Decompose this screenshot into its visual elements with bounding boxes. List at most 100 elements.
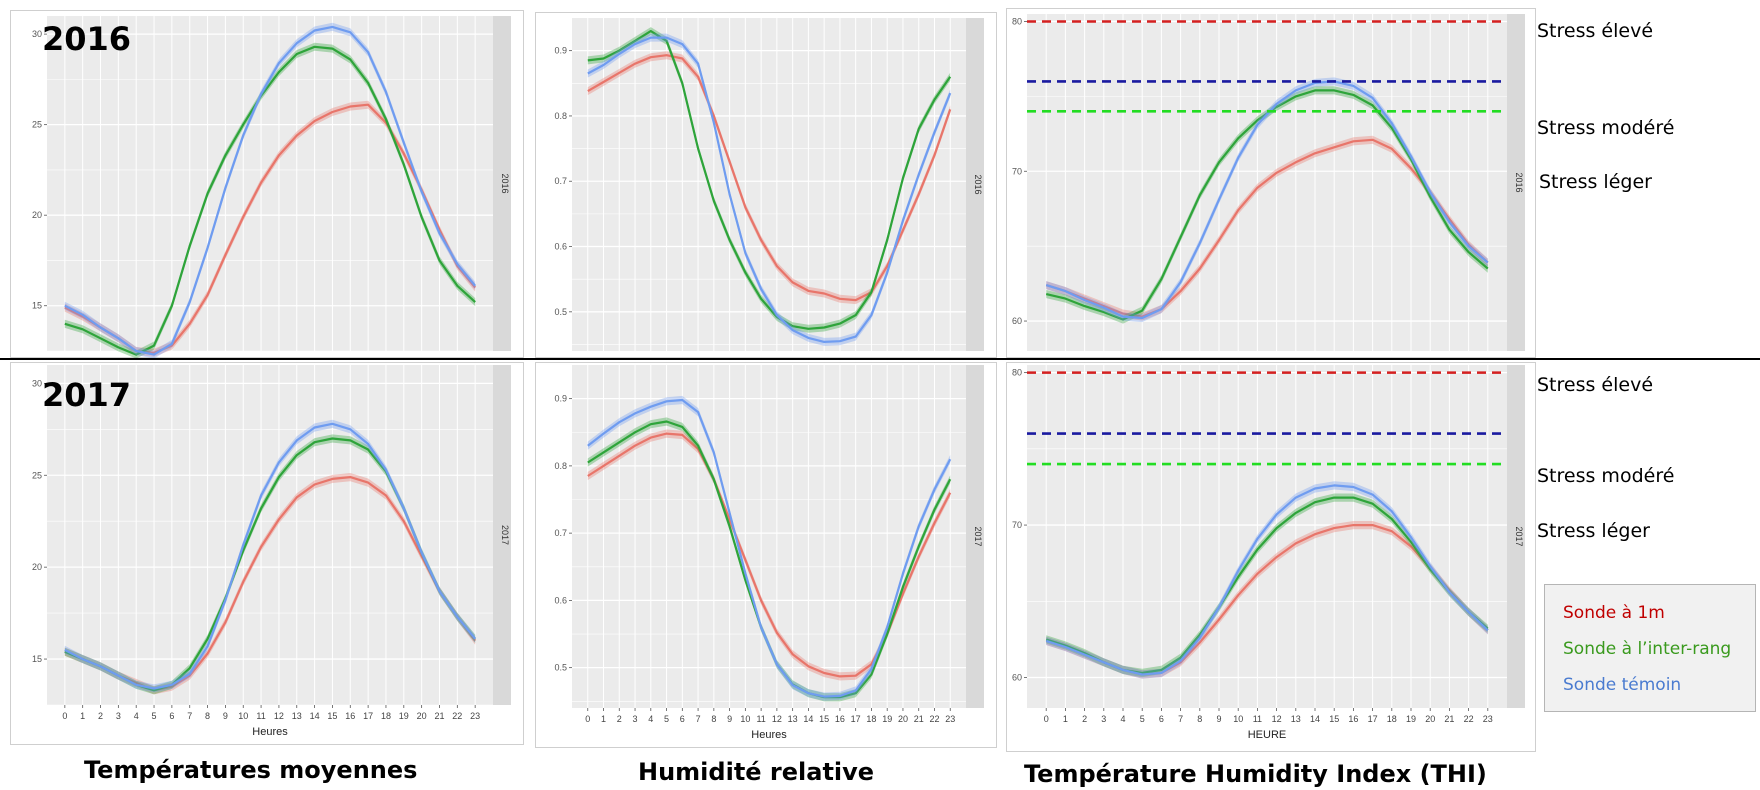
x-tick-label: 14 xyxy=(1310,714,1320,724)
panel-temperature-2017: 2017 15 20 25 30 0 1 2 3 4 5 6 7 8 9 10 11 12 13 14 15 16 17 18… xyxy=(10,362,524,745)
y-tick-label: 80 xyxy=(1012,16,1022,26)
x-tick-label: 2 xyxy=(1082,714,1087,724)
y-tick-label: 20 xyxy=(32,562,42,572)
x-tick-label: 6 xyxy=(1159,714,1164,724)
facet-strip-label: 2017 xyxy=(973,526,983,546)
x-tick-label: 11 xyxy=(256,711,265,721)
y-tick-label: 0.5 xyxy=(554,307,567,317)
x-tick-label: 1 xyxy=(1063,714,1068,724)
facet-strip xyxy=(1507,365,1525,708)
series-sonde-temoin xyxy=(587,36,952,343)
legend-item-inter-rang: Sonde à l’inter-rang xyxy=(1563,639,1732,659)
x-tick-label: 10 xyxy=(1233,714,1243,724)
y-tick-label: 0.6 xyxy=(554,242,567,252)
x-tick-label: 21 xyxy=(434,711,444,721)
x-tick-label: 18 xyxy=(866,714,876,724)
series-sonde-1m xyxy=(1045,138,1489,318)
series-sonde-temoin xyxy=(64,25,477,356)
x-tick-label: 9 xyxy=(727,714,732,724)
panel-thi-2017: 2017 60 70 80 0 1 2 3 4 5 6 7 8 9 10 11 12 13 14 15 16 17 18 19… xyxy=(1006,362,1536,752)
x-tick-label: 6 xyxy=(680,714,685,724)
x-tick-label: 16 xyxy=(345,711,355,721)
x-tick-label: 5 xyxy=(664,714,669,724)
y-tick-label: 15 xyxy=(32,654,42,664)
y-tick-label: 0.8 xyxy=(554,461,567,471)
x-tick-label: 21 xyxy=(1444,714,1454,724)
facet-strip-label: 2017 xyxy=(1514,526,1524,546)
series-sonde-1m-band xyxy=(64,473,476,695)
x-tick-label: 0 xyxy=(1044,714,1049,724)
series-sonde-1m xyxy=(64,475,477,692)
x-tick-label: 7 xyxy=(1178,714,1183,724)
legend-item-temoin: Sonde témoin xyxy=(1563,675,1682,695)
x-tick-label: 23 xyxy=(945,714,955,724)
x-tick-label: 7 xyxy=(187,711,192,721)
x-tick-label: 3 xyxy=(633,714,638,724)
legend: Sonde à 1m Sonde à l’inter-rang Sonde té… xyxy=(1544,584,1756,712)
x-tick-label: 4 xyxy=(134,711,139,721)
y-tick-label: 60 xyxy=(1012,673,1022,683)
stress-label-moderate-2017: Stress modéré xyxy=(1537,465,1675,487)
x-tick-label: 14 xyxy=(803,714,813,724)
row-divider xyxy=(0,358,1760,360)
series-sonde-temoin xyxy=(1045,484,1489,676)
x-tick-label: 18 xyxy=(381,711,391,721)
x-tick-label: 3 xyxy=(116,711,121,721)
x-tick-label: 2 xyxy=(617,714,622,724)
year-label-2017: 2017 xyxy=(42,376,132,414)
x-tick-label: 10 xyxy=(740,714,750,724)
facet-strip xyxy=(1507,14,1525,351)
x-tick-label: 22 xyxy=(929,714,939,724)
x-tick-label: 12 xyxy=(1272,714,1282,724)
plot-background xyxy=(47,16,493,351)
x-axis-label: HEURE xyxy=(1248,729,1287,741)
x-tick-label: 8 xyxy=(205,711,210,721)
stress-label-high-2017: Stress élevé xyxy=(1537,374,1654,396)
series-sonde-temoin xyxy=(587,398,952,698)
x-tick-label: 9 xyxy=(223,711,228,721)
title-humidity: Humidité relative xyxy=(638,758,875,786)
x-tick-label: 10 xyxy=(238,711,248,721)
x-tick-label: 15 xyxy=(819,714,829,724)
chart-humidity-2016: 2016 0.5 0.6 0.7 0.8 0.9 xyxy=(554,18,984,351)
y-tick-label: 30 xyxy=(32,378,42,388)
x-axis-label: Heures xyxy=(252,726,288,738)
x-tick-label: 15 xyxy=(327,711,337,721)
y-tick-label: 0.7 xyxy=(554,528,567,538)
x-tick-label: 20 xyxy=(417,711,427,721)
facet-strip-label: 2016 xyxy=(973,174,983,194)
plot-background xyxy=(1027,14,1507,351)
y-tick-label: 0.9 xyxy=(554,394,567,404)
y-tick-label: 80 xyxy=(1012,368,1022,378)
series-sonde-inter-rang xyxy=(64,45,476,356)
plot-background xyxy=(572,365,966,708)
x-tick-label: 4 xyxy=(648,714,653,724)
facet-strip-label: 2016 xyxy=(1514,172,1524,192)
x-tick-label: 16 xyxy=(1348,714,1358,724)
x-tick-label: 0 xyxy=(585,714,590,724)
stress-label-light-2017: Stress léger xyxy=(1537,520,1650,542)
y-tick-label: 0.7 xyxy=(554,176,567,186)
x-tick-label: 12 xyxy=(274,711,284,721)
x-tick-label: 19 xyxy=(399,711,409,721)
x-tick-label: 16 xyxy=(835,714,845,724)
series-sonde-temoin-band xyxy=(1046,481,1488,679)
series-sonde-inter-rang xyxy=(587,30,952,330)
facet-strip xyxy=(966,18,984,351)
stress-label-moderate-2016: Stress modéré xyxy=(1537,117,1675,139)
y-tick-label: 0.5 xyxy=(554,663,567,673)
x-tick-label: 20 xyxy=(898,714,908,724)
x-tick-label: 17 xyxy=(1368,714,1378,724)
panel-temperature-2016: 2016 15 20 25 30 xyxy=(10,10,524,359)
x-tick-label: 13 xyxy=(788,714,798,724)
x-tick-label: 22 xyxy=(452,711,462,721)
legend-item-1m: Sonde à 1m xyxy=(1563,603,1665,623)
x-tick-label: 17 xyxy=(851,714,861,724)
x-tick-label: 0 xyxy=(62,711,67,721)
x-tick-label: 11 xyxy=(1253,714,1262,724)
y-tick-label: 15 xyxy=(32,301,42,311)
panel-humidity-2017: 2017 0.5 0.6 0.7 0.8 0.9 0 1 2 3 4 5 6 7 8 9 10 11 12 13 14 1… xyxy=(535,362,997,748)
series-sonde-1m-band xyxy=(587,429,951,681)
title-thi: Température Humidity Index (THI) xyxy=(1024,760,1487,788)
